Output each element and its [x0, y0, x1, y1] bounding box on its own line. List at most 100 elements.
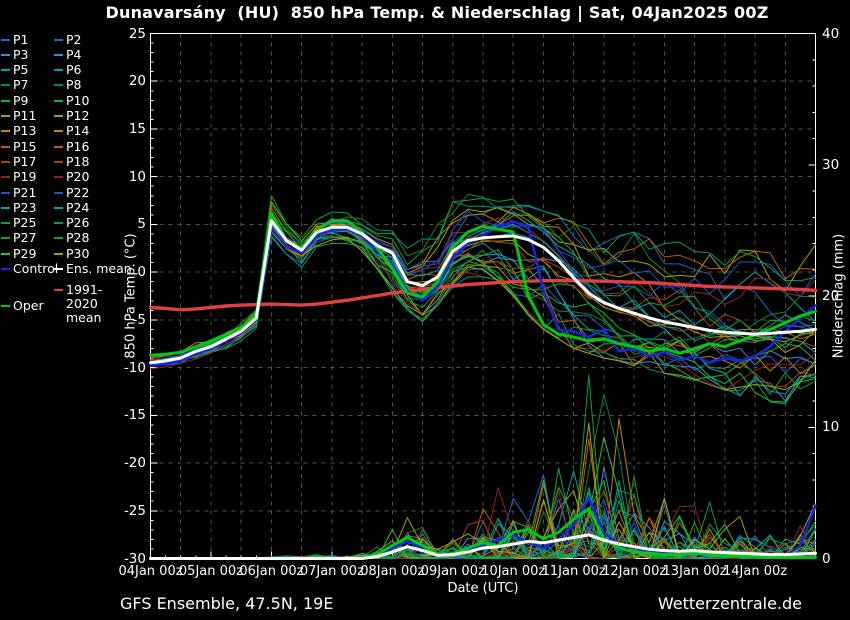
temp-tick-label: 10 [128, 168, 146, 185]
legend-item-p8-swatch [54, 84, 63, 87]
legend-item-p2: P2 [54, 32, 82, 47]
legend-item-p3-label: P3 [13, 46, 29, 62]
legend-item-p22-swatch [54, 191, 63, 194]
legend-item-p13: P13 [1, 124, 36, 139]
climate-mean-temp-line [148, 279, 818, 312]
legend-item-p4-swatch [54, 53, 63, 56]
legend-item-p10: P10 [54, 93, 89, 108]
date-tick-label: 13Jan 00z [662, 564, 727, 579]
legend-item-p12-label: P12 [66, 108, 90, 123]
precip-tick-label: 0 [822, 550, 831, 567]
legend-item-ens-mean-swatch [54, 268, 63, 270]
legend-item-climate-mean-label: 1991-2020 mean [66, 282, 103, 325]
legend-item-p21-swatch [1, 191, 10, 194]
source-caption: Wetterzentrale.de [657, 594, 802, 613]
date-tick-label: 14Jan 00z [722, 564, 788, 579]
legend-item-p28-label: P28 [66, 230, 90, 246]
legend-item-p2-label: P2 [66, 31, 82, 47]
legend-item-p5-label: P5 [13, 62, 29, 78]
legend-item-p21: P21 [1, 185, 36, 200]
legend-item-p22: P22 [54, 185, 89, 200]
precip-tick-label: 10 [822, 419, 840, 436]
ensemble-mean-temp-line [149, 219, 817, 365]
legend-item-p26: P26 [54, 216, 89, 231]
member-temp-line-P26 [150, 235, 816, 405]
legend-item-p1-swatch [1, 38, 10, 41]
legend-item-p21-label: P21 [13, 184, 37, 200]
legend-item-p10-swatch [54, 99, 63, 102]
legend-item-p17-swatch [1, 160, 10, 163]
temp-tick-label: -30 [123, 550, 146, 567]
precip-tick-label: 40 [822, 25, 840, 42]
member-temp-line-P29 [150, 221, 816, 403]
chart-title: Dunavarsány (HU) 850 hPa Temp. & Nieders… [105, 3, 769, 22]
legend-item-p2-swatch [54, 38, 63, 41]
legend-item-p1-label: P1 [13, 31, 29, 47]
legend-item-p30-label: P30 [66, 245, 90, 261]
legend-item-p8: P8 [54, 78, 82, 93]
legend-item-p29-label: P29 [13, 245, 37, 261]
temp-tick-label: 5 [137, 216, 146, 233]
date-tick-label: 07Jan 00z [299, 564, 364, 579]
legend-item-p11-swatch [1, 115, 10, 117]
legend-item-p9: P9 [1, 93, 29, 108]
legend-item-p5: P5 [1, 63, 29, 78]
temp-tick-label: -25 [123, 502, 146, 519]
legend-item-p13-label: P13 [13, 123, 37, 139]
model-location-caption: GFS Ensemble, 47.5N, 19E [120, 594, 334, 613]
legend-item-p28: P28 [54, 231, 89, 246]
legend-item-p15-label: P15 [13, 138, 37, 154]
legend-item-p7: P7 [1, 78, 29, 93]
temp-tick-label: -10 [123, 359, 146, 376]
legend-item-p15-swatch [1, 145, 10, 148]
legend-item-p27: P27 [1, 231, 36, 246]
ensemble-mean-precip-line [149, 533, 817, 560]
legend-item-p6-swatch [54, 69, 63, 72]
legend-item-p13-swatch [1, 130, 10, 133]
legend-item-p8-label: P8 [66, 77, 82, 93]
temp-tick-label: 25 [128, 25, 146, 42]
precip-tick-label: 20 [822, 288, 840, 304]
legend-item-p29-swatch [1, 252, 10, 255]
legend-item-p9-swatch [1, 99, 10, 102]
legend-item-ens-mean-label: Ens. mean [66, 261, 132, 276]
legend-item-p20: P20 [54, 170, 89, 185]
legend-item-p3-swatch [1, 53, 10, 56]
legend-item-p10-label: P10 [66, 92, 90, 108]
legend-item-p20-label: P20 [66, 169, 90, 185]
temp-tick-label: -5 [132, 311, 146, 328]
legend-item-p28-swatch [54, 237, 63, 240]
precip-tick-label: 30 [822, 156, 840, 173]
legend-item-p26-label: P26 [66, 215, 90, 231]
legend-item-p11: P11 [1, 109, 36, 124]
legend-item-ens-mean: Ens. mean [54, 262, 132, 277]
legend-item-p14-swatch [54, 130, 63, 133]
date-tick-label: 09Jan 00z [420, 564, 485, 579]
legend-item-p30-swatch [54, 252, 63, 255]
date-tick-label: 04Jan 00z [118, 564, 183, 579]
legend-item-climate-mean-swatch [54, 289, 63, 291]
legend-item-control-swatch [1, 268, 10, 270]
date-tick-label: 11Jan 00z [541, 564, 606, 579]
date-tick-label: 06Jan 00z [239, 564, 304, 579]
legend-item-p18: P18 [54, 154, 89, 169]
legend-item-p1: P1 [1, 32, 29, 47]
legend-item-p6-label: P6 [66, 62, 82, 78]
legend-item-p3: P3 [1, 47, 29, 62]
legend-item-control: Control [1, 262, 58, 277]
legend-item-p9-label: P9 [13, 92, 29, 108]
temp-tick-label: 20 [128, 73, 146, 90]
legend-item-p18-swatch [54, 160, 63, 163]
legend-item-oper-swatch [1, 304, 10, 307]
legend-item-p16-swatch [54, 145, 63, 148]
legend-item-p23-swatch [1, 206, 10, 209]
legend-item-p27-swatch [1, 237, 10, 240]
legend-item-p5-swatch [1, 69, 10, 72]
key-lines [148, 211, 818, 560]
legend-item-p24: P24 [54, 200, 89, 215]
legend-item-p20-swatch [54, 176, 63, 179]
legend-item-p12-swatch [54, 115, 63, 117]
legend-item-p27-label: P27 [13, 230, 37, 246]
legend-item-p18-label: P18 [66, 153, 90, 169]
